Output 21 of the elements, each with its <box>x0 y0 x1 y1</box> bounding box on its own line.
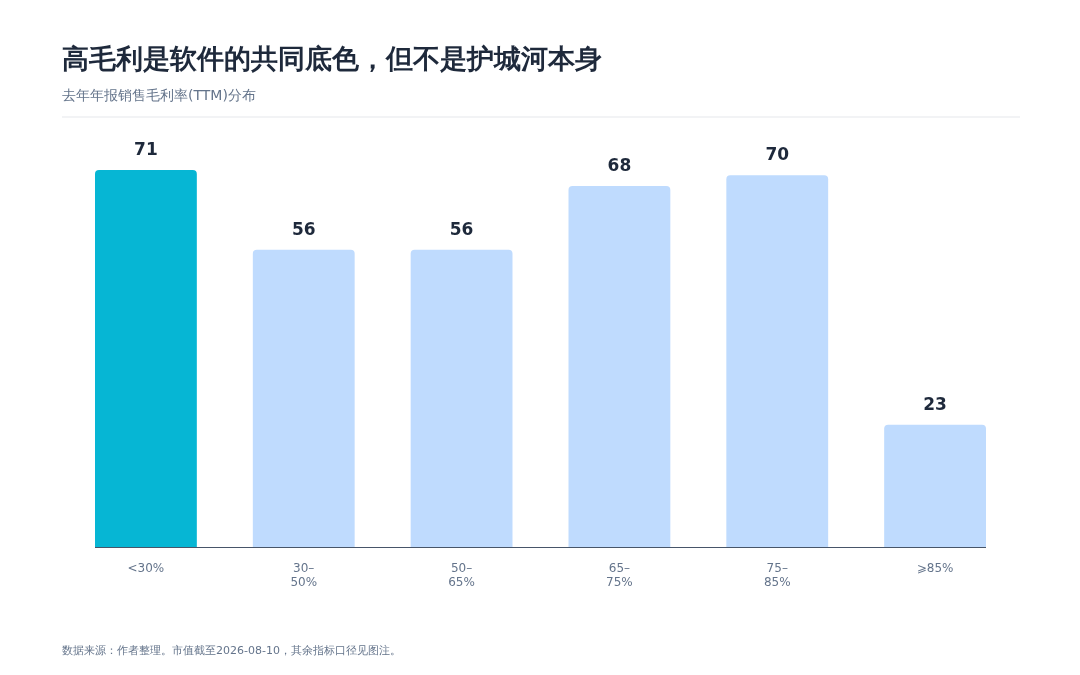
data-label: 56 <box>449 218 474 239</box>
x-tick-label: 50–65% <box>448 561 475 589</box>
x-tick-label: 75–85% <box>763 561 791 589</box>
bar <box>726 175 829 547</box>
bar <box>568 185 671 547</box>
x-tick-label: 65–75% <box>606 561 633 589</box>
data-label: 71 <box>134 139 158 159</box>
data-label: 23 <box>923 393 947 414</box>
x-tick-label: <30% <box>127 561 165 575</box>
bar <box>95 170 197 547</box>
chart-subtitle: 去年年报销售毛利率(TTM)分布 <box>62 87 256 103</box>
bar <box>410 249 513 547</box>
x-tick-label: 30–50% <box>290 561 318 589</box>
x-tick-label: ⩾85% <box>916 561 954 575</box>
bar <box>884 424 986 547</box>
chart-title: 高毛利是软件的共同底色，但不是护城河本身 <box>62 43 602 74</box>
source-note: 数据来源：作者整理。市值截至2026-08-10，其余指标口径见图注。 <box>62 644 401 657</box>
data-label: 70 <box>765 144 790 165</box>
data-label: 68 <box>607 154 632 175</box>
bar <box>252 249 355 547</box>
data-label: 56 <box>291 218 316 239</box>
